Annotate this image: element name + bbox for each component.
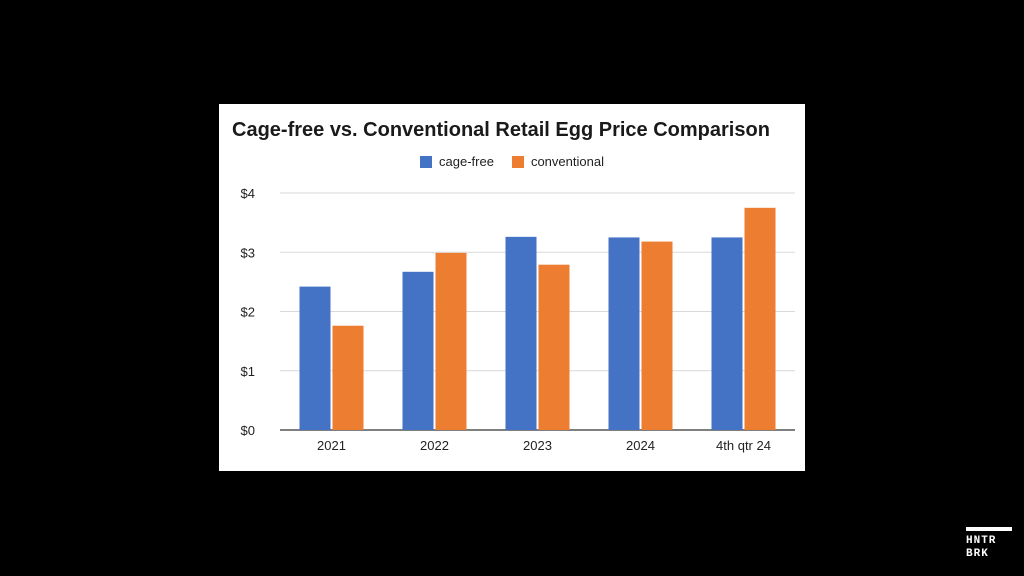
legend-item-conventional: conventional: [511, 154, 604, 169]
y-tick-label: $4: [241, 186, 255, 201]
bar-cage-free-4th-qtr-24: [711, 237, 743, 430]
bar-chart-plot: $0 $1 $2 $3 $4 2021 2022 2023 2024 4th qtr 24: [241, 186, 795, 453]
x-tick-label: 2024: [626, 438, 655, 453]
chart-card: Cage-free vs. Conventional Retail Egg Pr…: [219, 104, 805, 471]
y-tick-label: $0: [241, 423, 255, 438]
bar-conventional-2021: [332, 325, 364, 430]
chart-legend: cage-free conventional: [219, 154, 805, 169]
x-tick-label: 2021: [317, 438, 346, 453]
x-tick-label: 2023: [523, 438, 552, 453]
bar-cage-free-2021: [299, 286, 331, 430]
x-tick-label: 2022: [420, 438, 449, 453]
logo-line-1: HNTR: [966, 535, 997, 547]
logo-line-2: BRK: [966, 548, 989, 560]
legend-swatch-conventional: [511, 155, 524, 168]
legend-label-cage-free: cage-free: [439, 154, 494, 169]
chart-title: Cage-free vs. Conventional Retail Egg Pr…: [232, 119, 770, 141]
y-tick-label: $1: [241, 364, 255, 379]
bar-conventional-2023: [538, 264, 570, 430]
y-tick-label: $3: [241, 245, 255, 260]
legend-swatch-cage-free: [420, 155, 433, 168]
legend-label-conventional: conventional: [530, 154, 604, 169]
bar-conventional-4th-qtr-24: [744, 207, 776, 430]
logo-bar: [966, 527, 1012, 531]
bar-cage-free-2022: [402, 271, 434, 430]
bar-conventional-2024: [641, 241, 673, 430]
y-tick-label: $2: [241, 305, 255, 320]
bar-cage-free-2023: [505, 236, 537, 430]
legend-item-cage-free: cage-free: [420, 154, 494, 169]
bar-conventional-2022: [435, 252, 467, 430]
x-tick-label: 4th qtr 24: [716, 438, 771, 453]
channel-logo: HNTR BRK: [966, 527, 1014, 565]
bar-cage-free-2024: [608, 237, 640, 430]
